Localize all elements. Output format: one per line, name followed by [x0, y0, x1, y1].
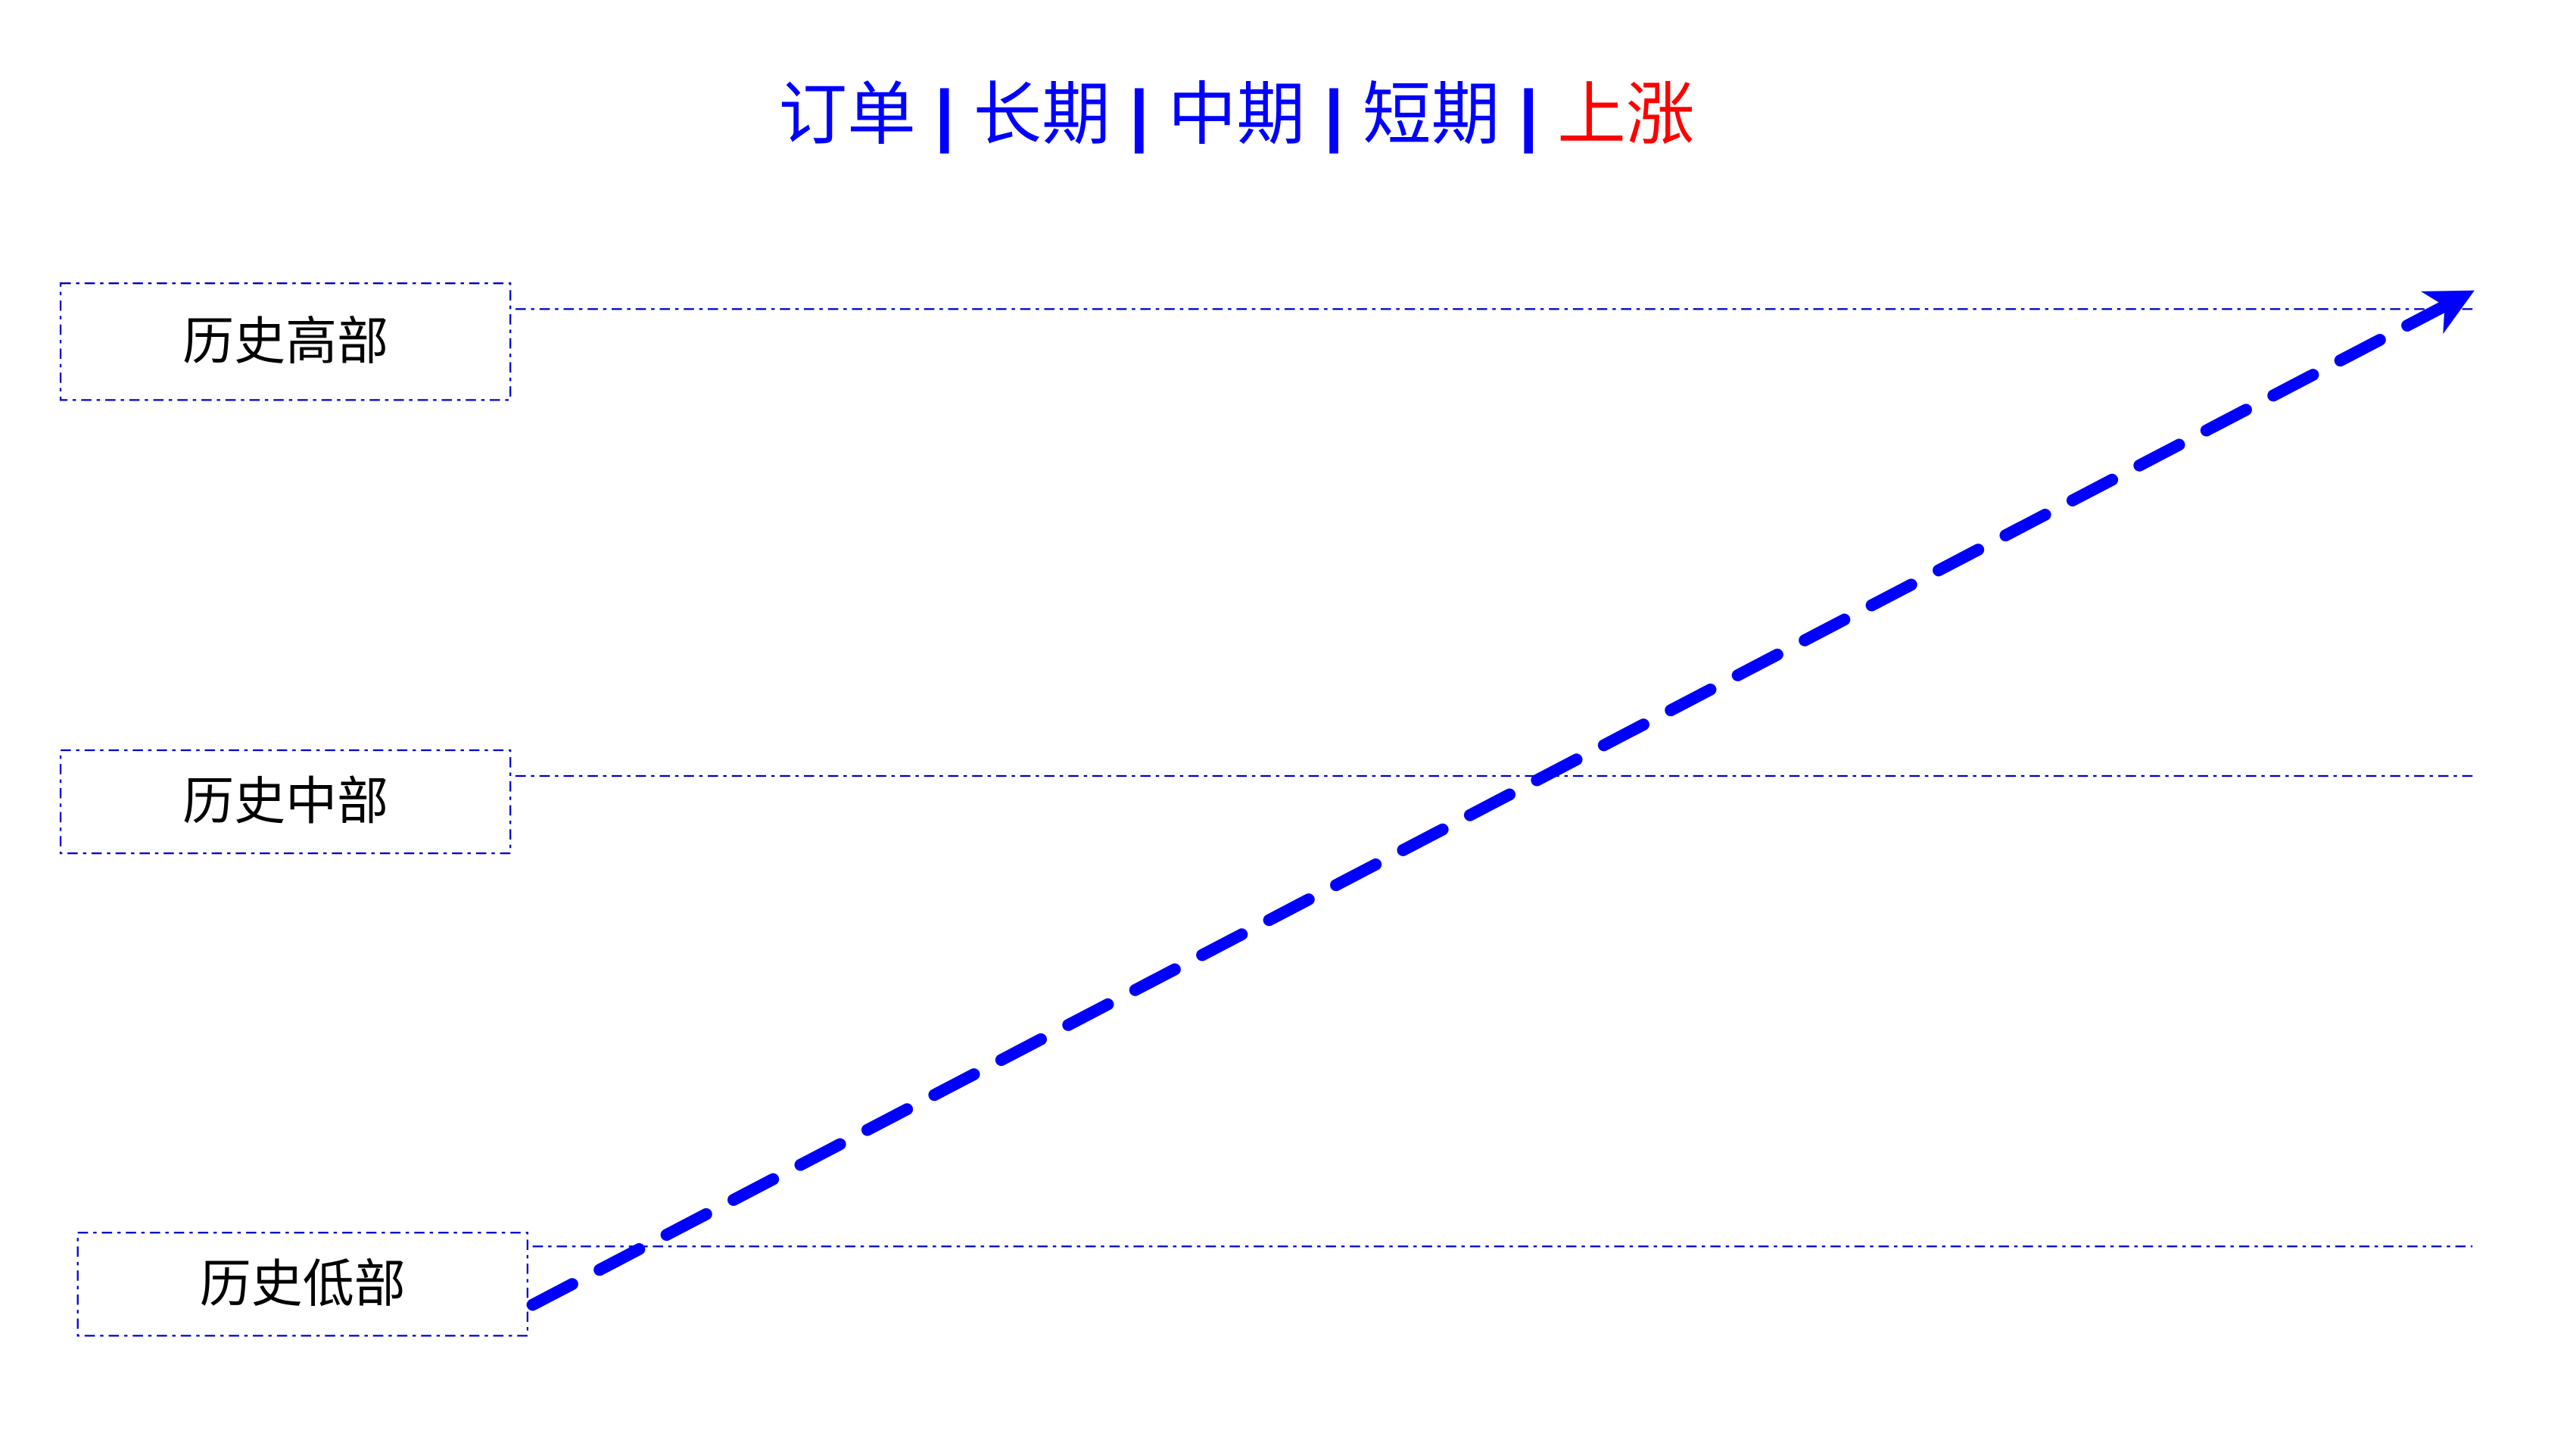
level-label-low: 历史低部 — [200, 1255, 406, 1313]
header-item: 上涨 — [1557, 77, 1694, 154]
diagram-svg: 订单 | 长期 | 中期 | 短期 | 上涨历史高部历史中部历史低部 — [0, 0, 2576, 1449]
diagram-canvas: 订单 | 长期 | 中期 | 短期 | 上涨历史高部历史中部历史低部 — [0, 0, 2576, 1449]
level-label-mid: 历史中部 — [182, 773, 388, 830]
header-item: 长期 — [973, 77, 1110, 154]
header-item: 短期 — [1363, 77, 1500, 154]
level-label-high: 历史高部 — [182, 313, 388, 370]
header-item: 中期 — [1168, 77, 1305, 154]
header-title: 订单 | 长期 | 中期 | 短期 | 上涨 — [778, 77, 1694, 154]
header-item: 订单 — [778, 77, 915, 154]
